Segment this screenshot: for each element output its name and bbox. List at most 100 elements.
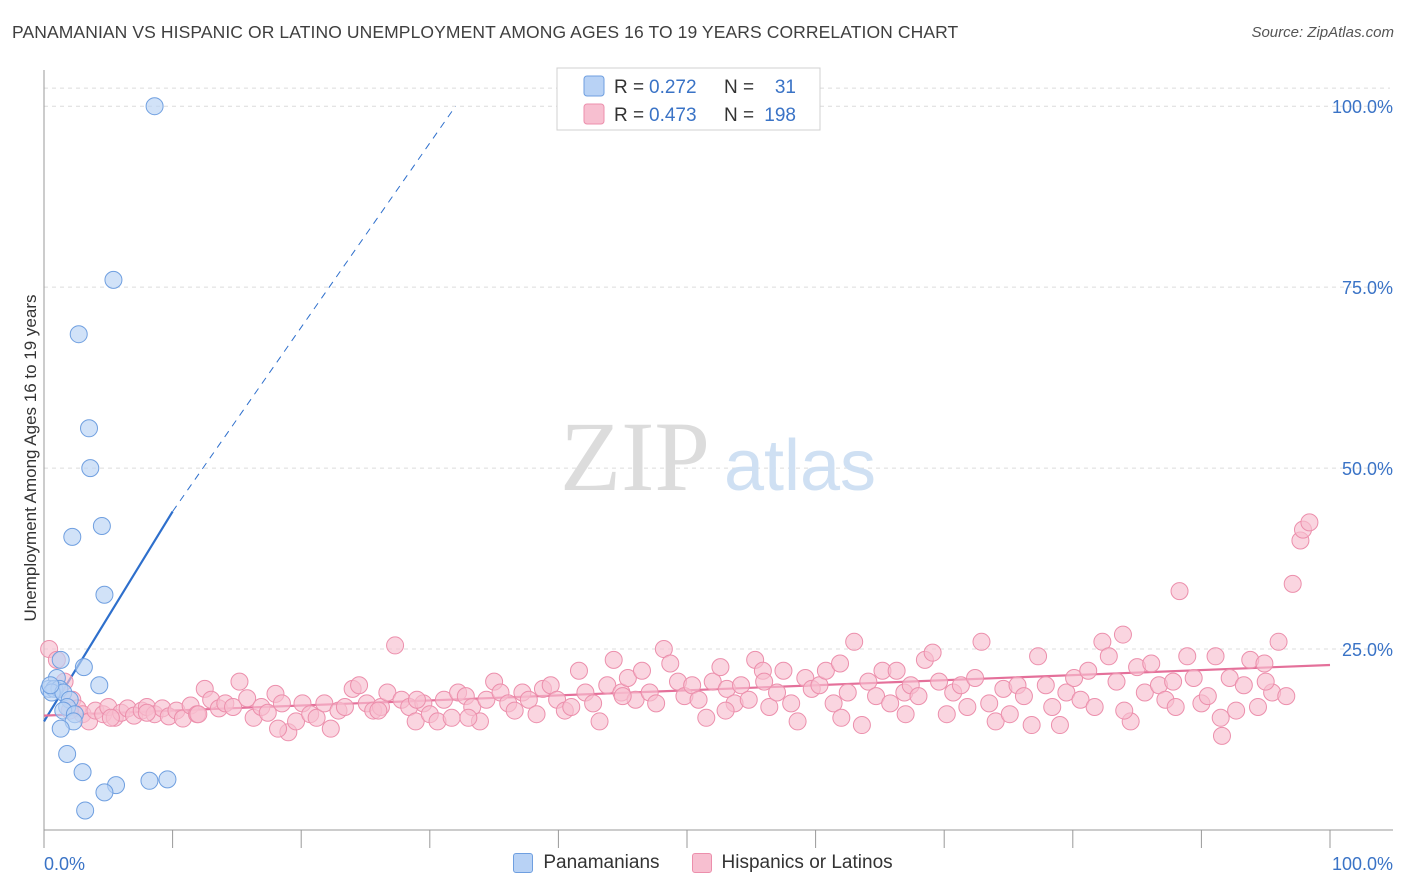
y-tick-label: 75.0% [1342, 278, 1393, 298]
panamanian-point [81, 459, 100, 478]
hispanic-point [739, 690, 758, 709]
legend-swatch-panamanians [583, 75, 605, 97]
hispanic-point [1255, 654, 1274, 673]
x-tick-label: 0.0% [44, 854, 85, 874]
hispanic-point [697, 708, 716, 727]
stats-r-value: 0.473 [649, 105, 697, 126]
hispanic-point [590, 712, 609, 731]
hispanic-point [838, 683, 857, 702]
hispanic-point [689, 690, 708, 709]
hispanic-point [951, 676, 970, 695]
panamanian-point [51, 650, 70, 669]
watermark-atlas: atlas [724, 426, 876, 506]
hispanic-point [230, 672, 249, 691]
hispanic-point [1166, 697, 1185, 716]
hispanic-point [661, 654, 680, 673]
watermark-zip: ZIP [560, 401, 710, 512]
panamanian-point [80, 419, 99, 438]
hispanic-point [774, 661, 793, 680]
hispanic-point [269, 719, 288, 738]
hispanic-point [1178, 647, 1197, 666]
hispanic-point [716, 701, 735, 720]
hispanic-point [604, 650, 623, 669]
hispanic-point [1000, 705, 1019, 724]
source-credit: Source: ZipAtlas.com [1251, 24, 1394, 41]
hispanic-point [287, 712, 306, 731]
hispanic-point [1057, 683, 1076, 702]
hispanic-point [1211, 708, 1230, 727]
hispanic-point [434, 690, 453, 709]
legend-label-hispanics: Hispanics or Latinos [721, 852, 893, 873]
hispanic-point [335, 697, 354, 716]
hispanic-point [307, 708, 326, 727]
panamanian-point [95, 585, 114, 604]
hispanic-point [768, 683, 787, 702]
stats-r-label: R = [614, 105, 644, 126]
stats-legend: R = 0.272 N = 31 R = 0.473 N = 198 [556, 67, 821, 131]
hispanic-point [788, 712, 807, 731]
hispanic-point [189, 705, 208, 724]
hispanic-point [1277, 687, 1296, 706]
legend-swatch-hispanics [583, 103, 605, 125]
hispanic-point [972, 632, 991, 651]
panamanian-point [63, 527, 82, 546]
legend-item-hispanics: Hispanics or Latinos [691, 852, 893, 874]
hispanic-point [958, 697, 977, 716]
data-points [40, 97, 1319, 820]
hispanic-point [1029, 647, 1048, 666]
hispanic-point [1071, 690, 1090, 709]
hispanic-point [782, 694, 801, 713]
stats-n-label: N = [724, 105, 754, 126]
hispanic-point [845, 632, 864, 651]
chart-title: PANAMANIAN VS HISPANIC OR LATINO UNEMPLO… [12, 22, 959, 42]
legend-swatch-panamanians [513, 853, 534, 873]
hispanic-point [1220, 669, 1239, 687]
hispanic-point [584, 694, 603, 713]
panamanian-point [90, 676, 109, 695]
hispanic-point [238, 689, 257, 708]
y-tick-label: 50.0% [1342, 459, 1393, 479]
hispanic-point [1142, 654, 1161, 673]
hispanic-point [832, 708, 851, 727]
hispanic-point [1212, 726, 1231, 745]
hispanic-point [562, 697, 581, 716]
hispanic-point [1227, 701, 1246, 720]
panamanian-point [104, 270, 123, 289]
hispanic-point [1135, 683, 1154, 702]
panamanian-point [74, 658, 93, 677]
hispanic-point [859, 672, 878, 691]
hispanic-point [647, 694, 666, 713]
hispanic-point [519, 690, 538, 709]
hispanic-point [755, 672, 774, 691]
legend-item-panamanians: Panamanians [513, 852, 660, 874]
hispanic-point [966, 669, 985, 687]
hispanic-point [137, 703, 156, 722]
panamanian-point [58, 745, 77, 763]
stats-n-value: 31 [775, 77, 796, 98]
hispanic-point [852, 716, 871, 735]
hispanic-point [1036, 676, 1055, 695]
hispanic-point [923, 643, 942, 662]
hispanic-point [937, 705, 956, 724]
hispanic-point [477, 690, 496, 709]
legend-label-panamanians: Panamanians [543, 852, 660, 873]
hispanic-point [569, 661, 588, 680]
hispanic-point [1022, 716, 1041, 735]
hispanic-point [1269, 632, 1288, 651]
series-legend: Panamanians Hispanics or Latinos [0, 852, 1406, 874]
hispanic-point [406, 712, 425, 731]
hispanic-point [459, 708, 478, 727]
hispanic-point [1065, 669, 1084, 687]
zipatlas-watermark: ZIP atlas [560, 401, 876, 512]
panamanian-point [69, 325, 88, 344]
panamanian-point [92, 517, 111, 535]
hispanic-point [321, 719, 340, 738]
hispanic-point [831, 654, 850, 673]
stats-r-label: R = [614, 77, 644, 98]
hispanic-point [1300, 513, 1319, 532]
hispanic-point [272, 694, 291, 713]
hispanic-point [887, 661, 906, 680]
hispanic-point [1113, 625, 1132, 644]
y-tick-label: 25.0% [1342, 640, 1393, 660]
